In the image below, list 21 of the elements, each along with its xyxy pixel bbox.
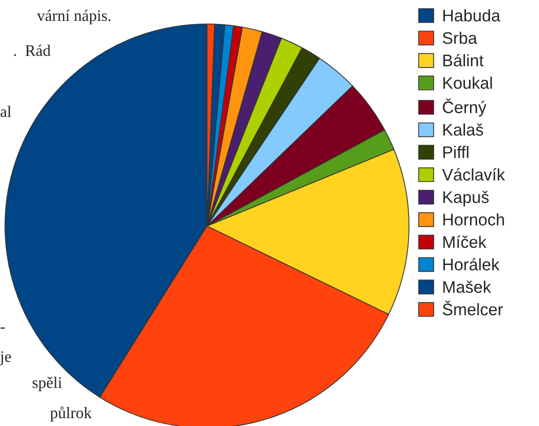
- text: . Rád: [14, 44, 51, 56]
- legend-label: Bálint: [443, 54, 484, 66]
- legend-label: Šmelcer: [442, 300, 503, 316]
- legend-label: Habuda: [443, 9, 500, 22]
- legend-label: Kapuš: [443, 190, 489, 206]
- legend-label: Kalaš: [443, 123, 484, 136]
- text: vární nápis.: [37, 10, 110, 24]
- text: al: [0, 106, 12, 117]
- legend-label: Horálek: [443, 258, 500, 270]
- legend-label: Václavík: [442, 168, 506, 181]
- text: -: [0, 327, 5, 329]
- legend-label: Černý: [442, 98, 486, 117]
- legend-label: Srba: [442, 32, 478, 44]
- text: spěli: [32, 376, 62, 392]
- text: půlrok: [50, 406, 92, 422]
- legend-label: Mašek: [443, 280, 492, 293]
- legend-label: Míček: [443, 236, 486, 248]
- legend-label: Piffl: [443, 146, 468, 158]
- legend-label: Hornoch: [443, 213, 504, 226]
- text: je: [0, 351, 11, 366]
- legend-label: Koukal: [443, 76, 492, 89]
